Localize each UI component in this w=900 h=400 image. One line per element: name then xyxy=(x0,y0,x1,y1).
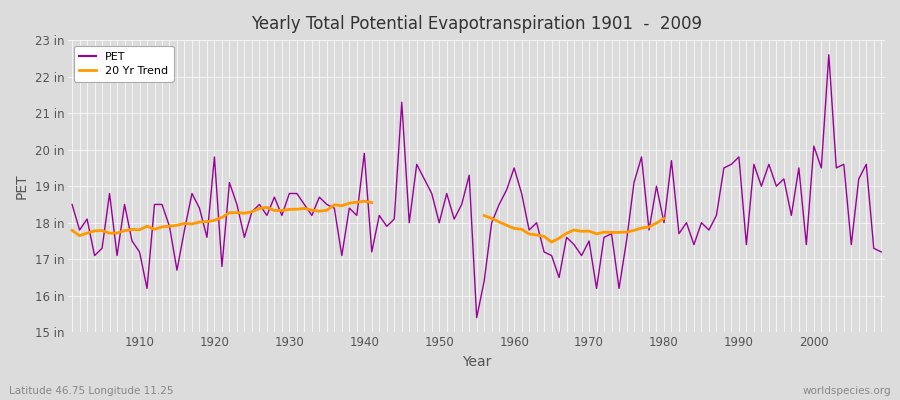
20 Yr Trend xyxy=(254,206,265,211)
20 Yr Trend xyxy=(359,199,370,204)
PET xyxy=(876,250,886,254)
20 Yr Trend xyxy=(164,224,175,228)
20 Yr Trend xyxy=(231,210,242,215)
20 Yr Trend xyxy=(217,215,228,220)
20 Yr Trend xyxy=(262,205,273,210)
Line: PET: PET xyxy=(72,55,881,318)
PET xyxy=(127,238,138,243)
20 Yr Trend xyxy=(321,208,332,213)
20 Yr Trend xyxy=(306,208,317,212)
Title: Yearly Total Potential Evapotranspiration 1901  -  2009: Yearly Total Potential Evapotranspiratio… xyxy=(251,15,702,33)
20 Yr Trend xyxy=(172,223,183,228)
20 Yr Trend xyxy=(186,222,197,226)
20 Yr Trend xyxy=(82,231,93,236)
20 Yr Trend xyxy=(209,218,220,223)
20 Yr Trend xyxy=(239,211,250,216)
PET xyxy=(606,231,616,236)
20 Yr Trend xyxy=(119,228,130,233)
20 Yr Trend xyxy=(112,230,122,235)
20 Yr Trend xyxy=(104,231,115,236)
20 Yr Trend xyxy=(141,224,152,228)
20 Yr Trend xyxy=(314,209,325,214)
20 Yr Trend xyxy=(157,224,167,229)
20 Yr Trend xyxy=(96,228,107,233)
PET xyxy=(517,191,527,196)
20 Yr Trend xyxy=(67,228,77,233)
20 Yr Trend xyxy=(344,201,355,206)
20 Yr Trend xyxy=(276,208,287,213)
20 Yr Trend xyxy=(284,207,295,212)
20 Yr Trend xyxy=(179,221,190,226)
Line: 20 Yr Trend: 20 Yr Trend xyxy=(72,201,372,236)
PET xyxy=(472,315,482,320)
20 Yr Trend xyxy=(149,227,160,232)
PET xyxy=(337,253,347,258)
PET xyxy=(292,191,302,196)
20 Yr Trend xyxy=(127,227,138,232)
PET xyxy=(67,202,77,207)
20 Yr Trend xyxy=(366,200,377,205)
20 Yr Trend xyxy=(337,203,347,208)
20 Yr Trend xyxy=(328,202,339,207)
Y-axis label: PET: PET xyxy=(15,173,29,199)
20 Yr Trend xyxy=(269,208,280,213)
Legend: PET, 20 Yr Trend: PET, 20 Yr Trend xyxy=(74,46,174,82)
20 Yr Trend xyxy=(134,228,145,232)
Text: Latitude 46.75 Longitude 11.25: Latitude 46.75 Longitude 11.25 xyxy=(9,386,174,396)
Text: worldspecies.org: worldspecies.org xyxy=(803,386,891,396)
20 Yr Trend xyxy=(202,219,212,224)
PET xyxy=(508,166,519,170)
20 Yr Trend xyxy=(89,228,100,233)
20 Yr Trend xyxy=(194,220,205,224)
20 Yr Trend xyxy=(247,209,257,214)
X-axis label: Year: Year xyxy=(462,355,491,369)
20 Yr Trend xyxy=(351,200,362,205)
20 Yr Trend xyxy=(292,207,302,212)
20 Yr Trend xyxy=(299,206,310,211)
20 Yr Trend xyxy=(74,233,85,238)
PET xyxy=(824,52,834,57)
20 Yr Trend xyxy=(224,210,235,215)
